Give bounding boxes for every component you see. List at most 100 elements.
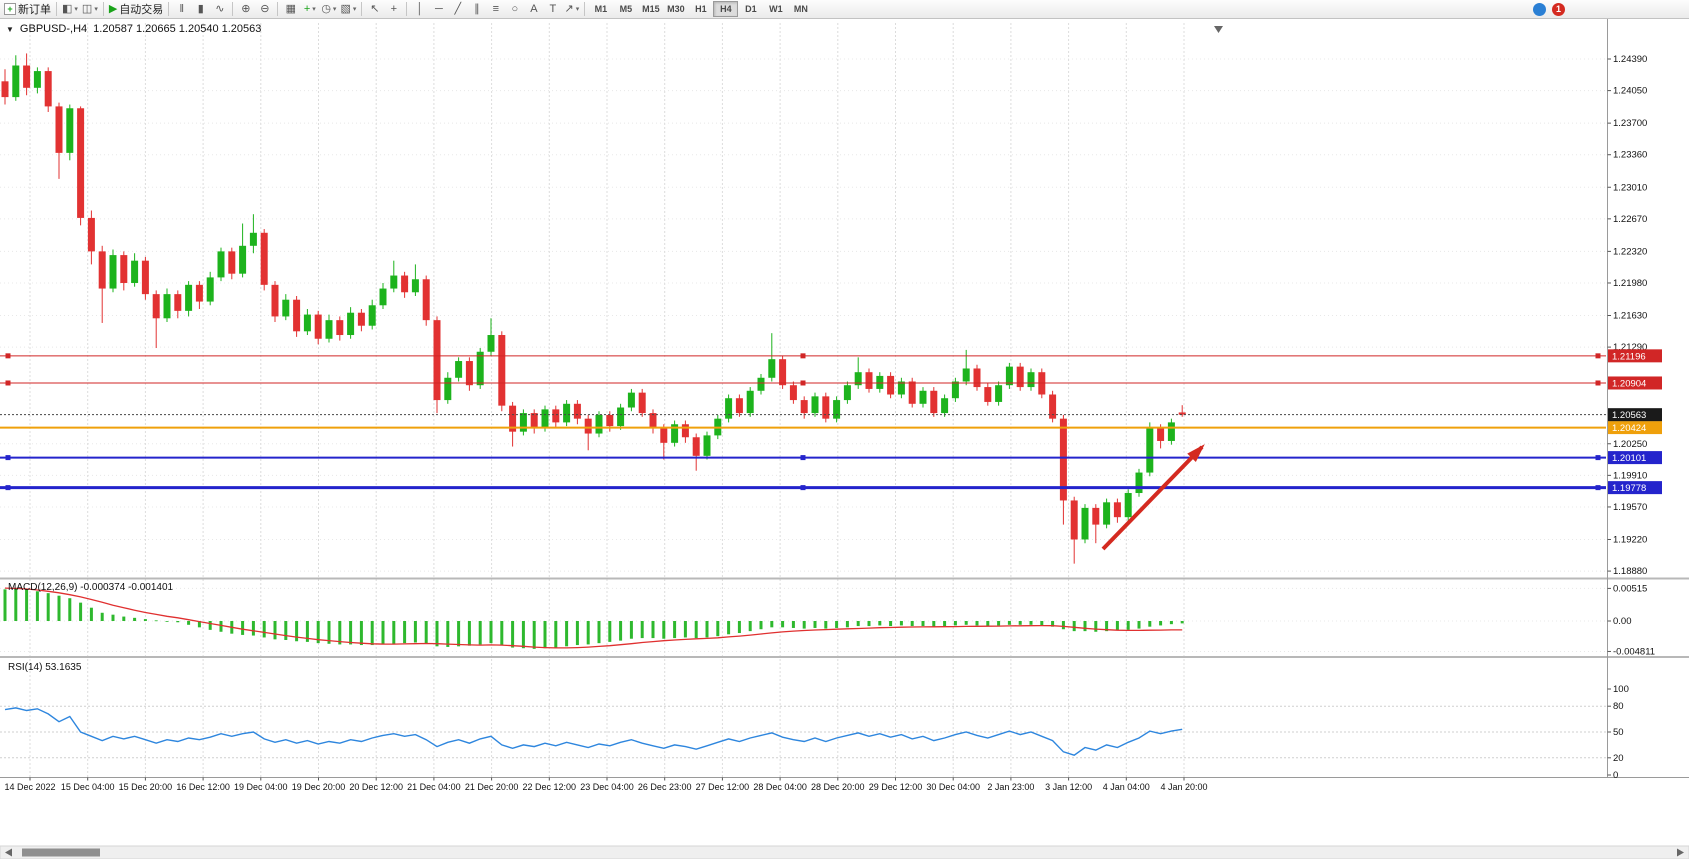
svg-text:1.19220: 1.19220 [1613,534,1647,545]
timeframe-H1[interactable]: H1 [688,1,713,17]
annotation-arrow[interactable] [1101,444,1205,551]
candle-chart-button[interactable]: ▮ [191,1,210,18]
templates-button[interactable]: ▧ ▾ [338,1,358,18]
hline-handle[interactable] [800,455,806,461]
text-label-button[interactable]: T [543,1,562,18]
svg-text:1.20904: 1.20904 [1612,378,1646,389]
h-scrollbar[interactable] [0,845,1689,859]
hline-handle[interactable] [5,455,11,461]
channel-button[interactable]: ∥ [467,1,486,18]
timeframe-MN[interactable]: MN [788,1,813,17]
svg-text:21 Dec 20:00: 21 Dec 20:00 [465,782,519,792]
arrow-tool-icon: ↗ [564,2,574,15]
crosshair-button[interactable]: + [384,1,403,18]
notification-badge[interactable]: 1 [1552,2,1565,16]
hline-handle[interactable] [1595,485,1601,491]
trendline-button[interactable]: ╱ [448,1,467,18]
svg-text:-0.004811: -0.004811 [1613,646,1655,657]
svg-text:1.22670: 1.22670 [1613,214,1647,225]
chart-canvas[interactable]: 1.24390 1.24050 1.23700 1.23360 1.23010 1.226… [0,19,1689,859]
autotrading-label: 自动交易 [119,4,164,16]
zoom-out-button[interactable]: ⊖ [255,1,274,18]
timeframe-M1[interactable]: M1 [588,1,613,17]
scrollbar-thumb[interactable] [22,848,100,857]
timeframe-D1[interactable]: D1 [738,1,763,17]
timeframe-M5[interactable]: M5 [613,1,638,17]
vertical-line-icon: │ [416,2,424,15]
shapes-button[interactable]: ○ [505,1,524,18]
main-toolbar: + 新订单 ◧ ▾ ◫ ▾ ▶ 自动交易 ‖ ▮ ∿ ⊕ ⊖ ▦ + ▾ ◷ [0,0,1689,19]
hline-handle[interactable] [5,353,11,359]
price-badge [1608,451,1662,465]
hline-handle[interactable] [1595,353,1601,359]
hline-handle[interactable] [1595,455,1601,461]
text-button[interactable]: A [524,1,543,18]
svg-text:15 Dec 04:00: 15 Dec 04:00 [61,782,115,792]
hline-handle[interactable] [800,485,806,491]
indicators-button[interactable]: + ▾ [300,1,319,18]
periods-button[interactable]: ◷ ▾ [319,1,338,18]
zoom-in-button[interactable]: ⊕ [236,1,255,18]
timeframe-M15[interactable]: M15 [638,1,663,17]
timeframe-H4[interactable]: H4 [713,1,739,17]
svg-text:3 Jan 12:00: 3 Jan 12:00 [1045,782,1092,792]
price-axis: 1.24390 1.24050 1.23700 1.23360 1.23010 1.226… [1607,54,1655,781]
svg-text:80: 80 [1613,701,1624,712]
text-icon: A [530,2,538,15]
hline-handle[interactable] [1595,380,1601,386]
timeframe-M30[interactable]: M30 [663,1,688,17]
new-order-button[interactable]: + 新订单 [2,1,53,18]
hline-handle[interactable] [5,485,11,491]
autotrading-button[interactable]: ▶ 自动交易 [107,1,165,18]
line-chart-button[interactable]: ∿ [210,1,229,18]
svg-text:29 Dec 12:00: 29 Dec 12:00 [869,782,923,792]
arrow-tools-button[interactable]: ↗ ▾ [562,1,581,18]
tile-windows-icon: ▦ [285,2,297,15]
svg-text:1.24390: 1.24390 [1613,54,1647,65]
community-icon[interactable] [1533,2,1546,16]
chevron-down-icon: ▾ [332,6,337,13]
svg-text:28 Dec 20:00: 28 Dec 20:00 [811,782,865,792]
svg-text:1.20424: 1.20424 [1612,423,1646,434]
horizontal-line-button[interactable]: ─ [429,1,448,18]
svg-text:4 Jan 04:00: 4 Jan 04:00 [1103,782,1150,792]
fibonacci-button[interactable]: ≡ [486,1,505,18]
new-chart-icon: ◧ [62,2,73,15]
scroll-left-arrow[interactable] [5,848,12,857]
rsi-line [4,707,1183,756]
toolbar-separator [361,2,363,16]
svg-text:0.00515: 0.00515 [1613,583,1647,594]
svg-text:1.21196: 1.21196 [1612,351,1646,362]
vertical-line-button[interactable]: │ [410,1,429,18]
price-badge [1608,421,1662,435]
svg-text:23 Dec 04:00: 23 Dec 04:00 [580,782,634,792]
svg-text:21 Dec 04:00: 21 Dec 04:00 [407,782,461,792]
new-chart-button[interactable]: ◧ ▾ [60,1,80,18]
tile-windows-button[interactable]: ▦ [281,1,300,18]
svg-text:19 Dec 20:00: 19 Dec 20:00 [292,782,346,792]
svg-text:1.21980: 1.21980 [1613,278,1647,289]
scroll-right-arrow[interactable] [1677,848,1684,857]
toolbar-separator [584,2,586,16]
grid-lines [0,23,1606,778]
hline-handle[interactable] [5,380,11,386]
svg-text:16 Dec 12:00: 16 Dec 12:00 [176,782,230,792]
toolbar-separator [406,2,408,16]
timeframe-W1[interactable]: W1 [763,1,788,17]
clock-icon: ◷ [321,2,331,15]
new-order-label: 新订单 [18,4,51,16]
bar-chart-button[interactable]: ‖ [172,1,191,18]
svg-text:4 Jan 20:00: 4 Jan 20:00 [1160,782,1207,792]
profiles-button[interactable]: ◫ ▾ [80,1,100,18]
svg-text:15 Dec 20:00: 15 Dec 20:00 [119,782,173,792]
toolbar-separator [277,2,279,16]
cursor-button[interactable]: ↖ [365,1,384,18]
svg-text:1.23360: 1.23360 [1613,150,1647,161]
horizontal-line-objects[interactable] [0,353,1606,491]
hline-handle[interactable] [800,353,806,359]
svg-text:1.20563: 1.20563 [1612,410,1646,421]
zoom-out-icon: ⊖ [260,2,270,15]
macd-signal-line [4,587,1183,649]
hline-handle[interactable] [800,380,806,386]
